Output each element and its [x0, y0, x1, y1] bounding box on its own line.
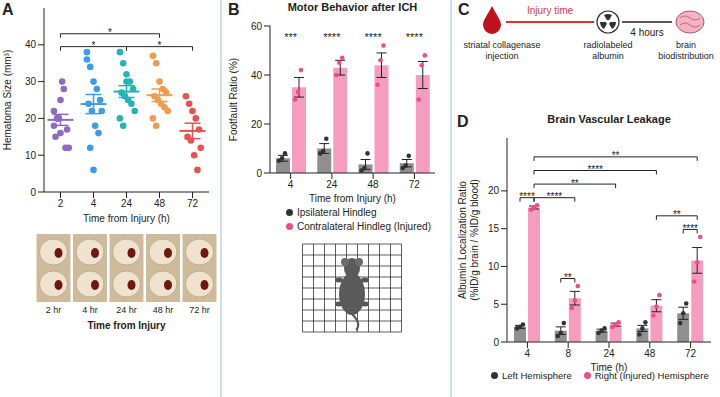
svg-text:Albumin Localization Ratio: Albumin Localization Ratio: [457, 181, 468, 299]
svg-text:****: ****: [323, 31, 341, 43]
svg-text:Motor Behavior after ICH: Motor Behavior after ICH: [288, 1, 418, 13]
svg-text:72 hr: 72 hr: [189, 305, 210, 315]
svg-text:20: 20: [25, 113, 37, 124]
svg-text:10: 10: [25, 150, 37, 161]
svg-text:Hematoma Size (mm³): Hematoma Size (mm³): [2, 50, 13, 151]
svg-text:48: 48: [644, 348, 656, 359]
svg-text:D: D: [457, 113, 469, 130]
svg-text:4 hr: 4 hr: [82, 305, 98, 315]
svg-text:Time from Injury: Time from Injury: [87, 320, 166, 331]
svg-text:5: 5: [493, 299, 499, 310]
svg-text:24: 24: [326, 179, 338, 190]
svg-text:0: 0: [493, 337, 499, 348]
svg-text:48: 48: [368, 179, 380, 190]
svg-text:C: C: [458, 1, 470, 18]
svg-text:4: 4: [288, 179, 294, 190]
svg-text:40: 40: [25, 39, 37, 50]
html-text:Ipsilateral Hindleg: Ipsilateral Hindleg: [297, 207, 377, 218]
svg-text:60: 60: [251, 21, 263, 32]
svg-text:B: B: [228, 1, 240, 18]
svg-text:**: **: [673, 209, 681, 220]
svg-text:72: 72: [685, 348, 697, 359]
html-text:4 hours: 4 hours: [630, 27, 664, 38]
svg-text:24: 24: [121, 198, 133, 209]
svg-text:**: **: [571, 178, 579, 189]
html-text:radiolabeled albumin: radiolabeled albumin: [583, 40, 633, 61]
svg-text:Footfault Ratio (%): Footfault Ratio (%): [228, 58, 239, 141]
svg-text:Time from Injury (h): Time from Injury (h): [309, 193, 396, 204]
svg-text:48: 48: [154, 198, 166, 209]
svg-text:48 hr: 48 hr: [153, 305, 174, 315]
svg-text:24: 24: [603, 348, 615, 359]
svg-text:A: A: [2, 1, 14, 18]
svg-text:0: 0: [256, 168, 262, 179]
svg-text:****: ****: [547, 191, 563, 202]
svg-text:****: ****: [587, 164, 603, 175]
svg-text:Time (h): Time (h): [590, 362, 628, 373]
svg-text:Time from Injury (h): Time from Injury (h): [83, 213, 170, 224]
svg-text:20: 20: [251, 119, 263, 130]
svg-text:**: **: [564, 272, 572, 283]
svg-text:Brain Vascular Leakage: Brain Vascular Leakage: [547, 113, 671, 125]
svg-text:0: 0: [30, 187, 36, 198]
svg-text:****: ****: [519, 191, 535, 202]
html-text:striatal collagenase injection: striatal collagenase injection: [463, 40, 541, 61]
html-text:Injury time: Injury time: [526, 5, 574, 16]
svg-text:****: ****: [682, 223, 698, 234]
svg-text:24 hr: 24 hr: [116, 305, 137, 315]
svg-text:*: *: [108, 27, 112, 38]
html-text:Contralateral Hindleg (Injured: Contralateral Hindleg (Injured): [297, 221, 431, 232]
svg-text:72: 72: [187, 198, 199, 209]
svg-text:****: ****: [406, 31, 424, 43]
html-text:brain biodistribution: brain biodistribution: [658, 40, 714, 61]
svg-text:*: *: [158, 40, 162, 51]
svg-text:20: 20: [488, 185, 500, 196]
svg-text:8: 8: [565, 348, 571, 359]
html-text:Right (Injured) Hemisphere: Right (Injured) Hemisphere: [594, 370, 709, 381]
svg-text:(%ID/g brain / %ID/g blood): (%ID/g brain / %ID/g blood): [469, 179, 480, 301]
svg-text:***: ***: [284, 31, 298, 43]
svg-text:4: 4: [525, 348, 531, 359]
svg-text:10: 10: [488, 261, 500, 272]
svg-text:*: *: [92, 40, 96, 51]
svg-text:4: 4: [91, 198, 97, 209]
svg-text:15: 15: [488, 223, 500, 234]
svg-text:30: 30: [25, 76, 37, 87]
svg-text:40: 40: [251, 70, 263, 81]
svg-text:72: 72: [409, 179, 421, 190]
svg-text:**: **: [612, 150, 620, 161]
svg-text:****: ****: [365, 31, 383, 43]
svg-text:2: 2: [58, 198, 64, 209]
svg-text:2 hr: 2 hr: [46, 305, 62, 315]
html-text:Left Hemisphere: Left Hemisphere: [502, 370, 572, 381]
